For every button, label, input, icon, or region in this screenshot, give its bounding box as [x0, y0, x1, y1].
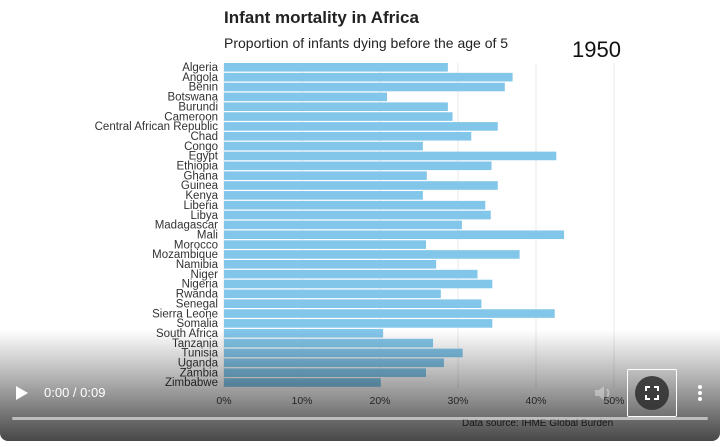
category-label: Botswana [167, 92, 218, 104]
bar-mali [224, 230, 565, 240]
category-label: Congo [184, 141, 218, 153]
category-label: Madagascar [155, 220, 218, 232]
bar-madagascar [224, 220, 462, 230]
category-label: Guinea [181, 180, 219, 192]
fullscreen-icon [645, 386, 659, 400]
more-vertical-icon [698, 385, 702, 401]
chart-title: Infant mortality in Africa [224, 8, 419, 27]
bar-angola [224, 72, 513, 82]
chart-subtitle: Proportion of infants dying before the a… [224, 35, 509, 51]
bar-uganda [224, 358, 444, 368]
bar-namibia [224, 260, 437, 269]
bar-ghana [224, 171, 427, 180]
bar-tunisia [224, 348, 463, 358]
bar-kenya [224, 191, 423, 200]
bar-senegal [224, 299, 482, 308]
bar-somalia [224, 319, 493, 328]
bar-liberia [224, 200, 486, 210]
category-label: Somalia [176, 318, 218, 330]
play-icon [16, 386, 28, 400]
bar-ethiopia [224, 161, 492, 171]
more-options-button[interactable] [689, 381, 711, 405]
progress-bar[interactable] [12, 417, 708, 420]
bar-burundi [224, 102, 448, 111]
bar-morocco [224, 240, 427, 249]
category-label: Mali [197, 229, 218, 241]
category-label: Cameroon [164, 111, 218, 123]
bar-congo [224, 141, 423, 151]
fullscreen-button-bg [635, 376, 669, 410]
bar-central-african-republic [224, 122, 498, 131]
category-label: Egypt [189, 151, 219, 163]
bar-nigeria [224, 279, 493, 289]
category-label: Angola [182, 72, 218, 84]
year-label: 1950 [572, 37, 621, 62]
bar-rwanda [224, 289, 441, 299]
category-label: Benin [189, 82, 218, 94]
category-label: Niger [191, 269, 219, 281]
bar-south-africa [224, 328, 384, 338]
category-label: Ghana [183, 170, 218, 182]
category-label: Burundi [178, 101, 218, 113]
fullscreen-button[interactable] [627, 369, 677, 417]
bar-chad [224, 131, 472, 141]
video-controls: 0:00 / 0:09 [0, 369, 720, 417]
category-label: Namibia [176, 259, 219, 271]
time-display: 0:00 / 0:09 [44, 385, 106, 400]
bar-mozambique [224, 250, 520, 259]
category-label: Ethiopia [176, 161, 218, 173]
bar-algeria [224, 63, 448, 72]
category-label: Nigeria [182, 279, 219, 291]
category-label: Senegal [176, 298, 218, 310]
bar-guinea [224, 181, 498, 190]
bar-benin [224, 82, 505, 92]
category-label: Libya [191, 210, 219, 222]
category-label: Morocco [174, 239, 218, 251]
bar-tanzania [224, 338, 434, 348]
category-label: Mozambique [152, 249, 218, 261]
category-label: Algeria [182, 62, 218, 74]
bar-egypt [224, 151, 557, 161]
category-label: Kenya [185, 190, 218, 202]
play-button[interactable] [8, 380, 34, 406]
bar-niger [224, 269, 478, 279]
category-label: Rwanda [176, 289, 219, 301]
bar-botswana [224, 92, 388, 102]
bar-libya [224, 210, 491, 220]
category-label: Chad [191, 131, 219, 143]
volume-button[interactable] [592, 381, 616, 405]
category-label: Sierra Leone [152, 308, 218, 320]
category-label: Central African Republic [95, 121, 219, 133]
volume-icon [595, 386, 610, 400]
category-label: Liberia [183, 200, 218, 212]
bar-cameroon [224, 112, 453, 121]
bar-sierra-leone [224, 309, 555, 318]
